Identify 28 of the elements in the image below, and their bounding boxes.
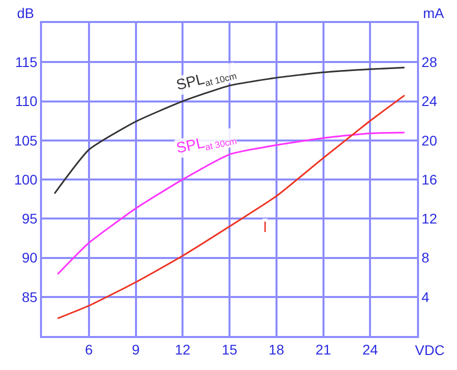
x-tick-label: 24	[362, 342, 378, 358]
x-tick-label: 18	[268, 342, 284, 358]
x-tick-label: 21	[315, 342, 332, 358]
series-label: I	[263, 219, 268, 236]
y2-tick-label: 8	[422, 250, 430, 266]
y2-tick-label: 16	[422, 171, 438, 188]
y2-axis-title: mA	[423, 5, 445, 21]
x-tick-label: 15	[222, 342, 238, 358]
x-tick-label: 9	[132, 342, 140, 358]
y-tick-label: 115	[15, 54, 38, 70]
y2-tick-label: 12	[422, 210, 438, 227]
y-tick-label: 85	[22, 288, 38, 305]
y-tick-label: 105	[14, 132, 38, 148]
x-tick-label: 6	[84, 342, 93, 358]
line-series	[54, 66, 406, 194]
y-tick-label: 90	[22, 250, 38, 266]
y2-tick-label: 24	[422, 93, 438, 110]
y2-tick-label: 28	[422, 54, 438, 70]
y-tick-label: 100	[14, 171, 38, 188]
y-tick-label: 95	[22, 210, 38, 227]
y2-tick-label: 20	[422, 132, 438, 148]
line-series	[56, 132, 406, 275]
y-axis-title: dB	[17, 5, 34, 21]
x-tick-label: 12	[174, 342, 191, 358]
x-axis-title: VDC	[415, 342, 445, 358]
y2-tick-label: 4	[422, 288, 430, 305]
y-tick-label: 110	[15, 93, 38, 110]
line-series	[56, 94, 406, 320]
